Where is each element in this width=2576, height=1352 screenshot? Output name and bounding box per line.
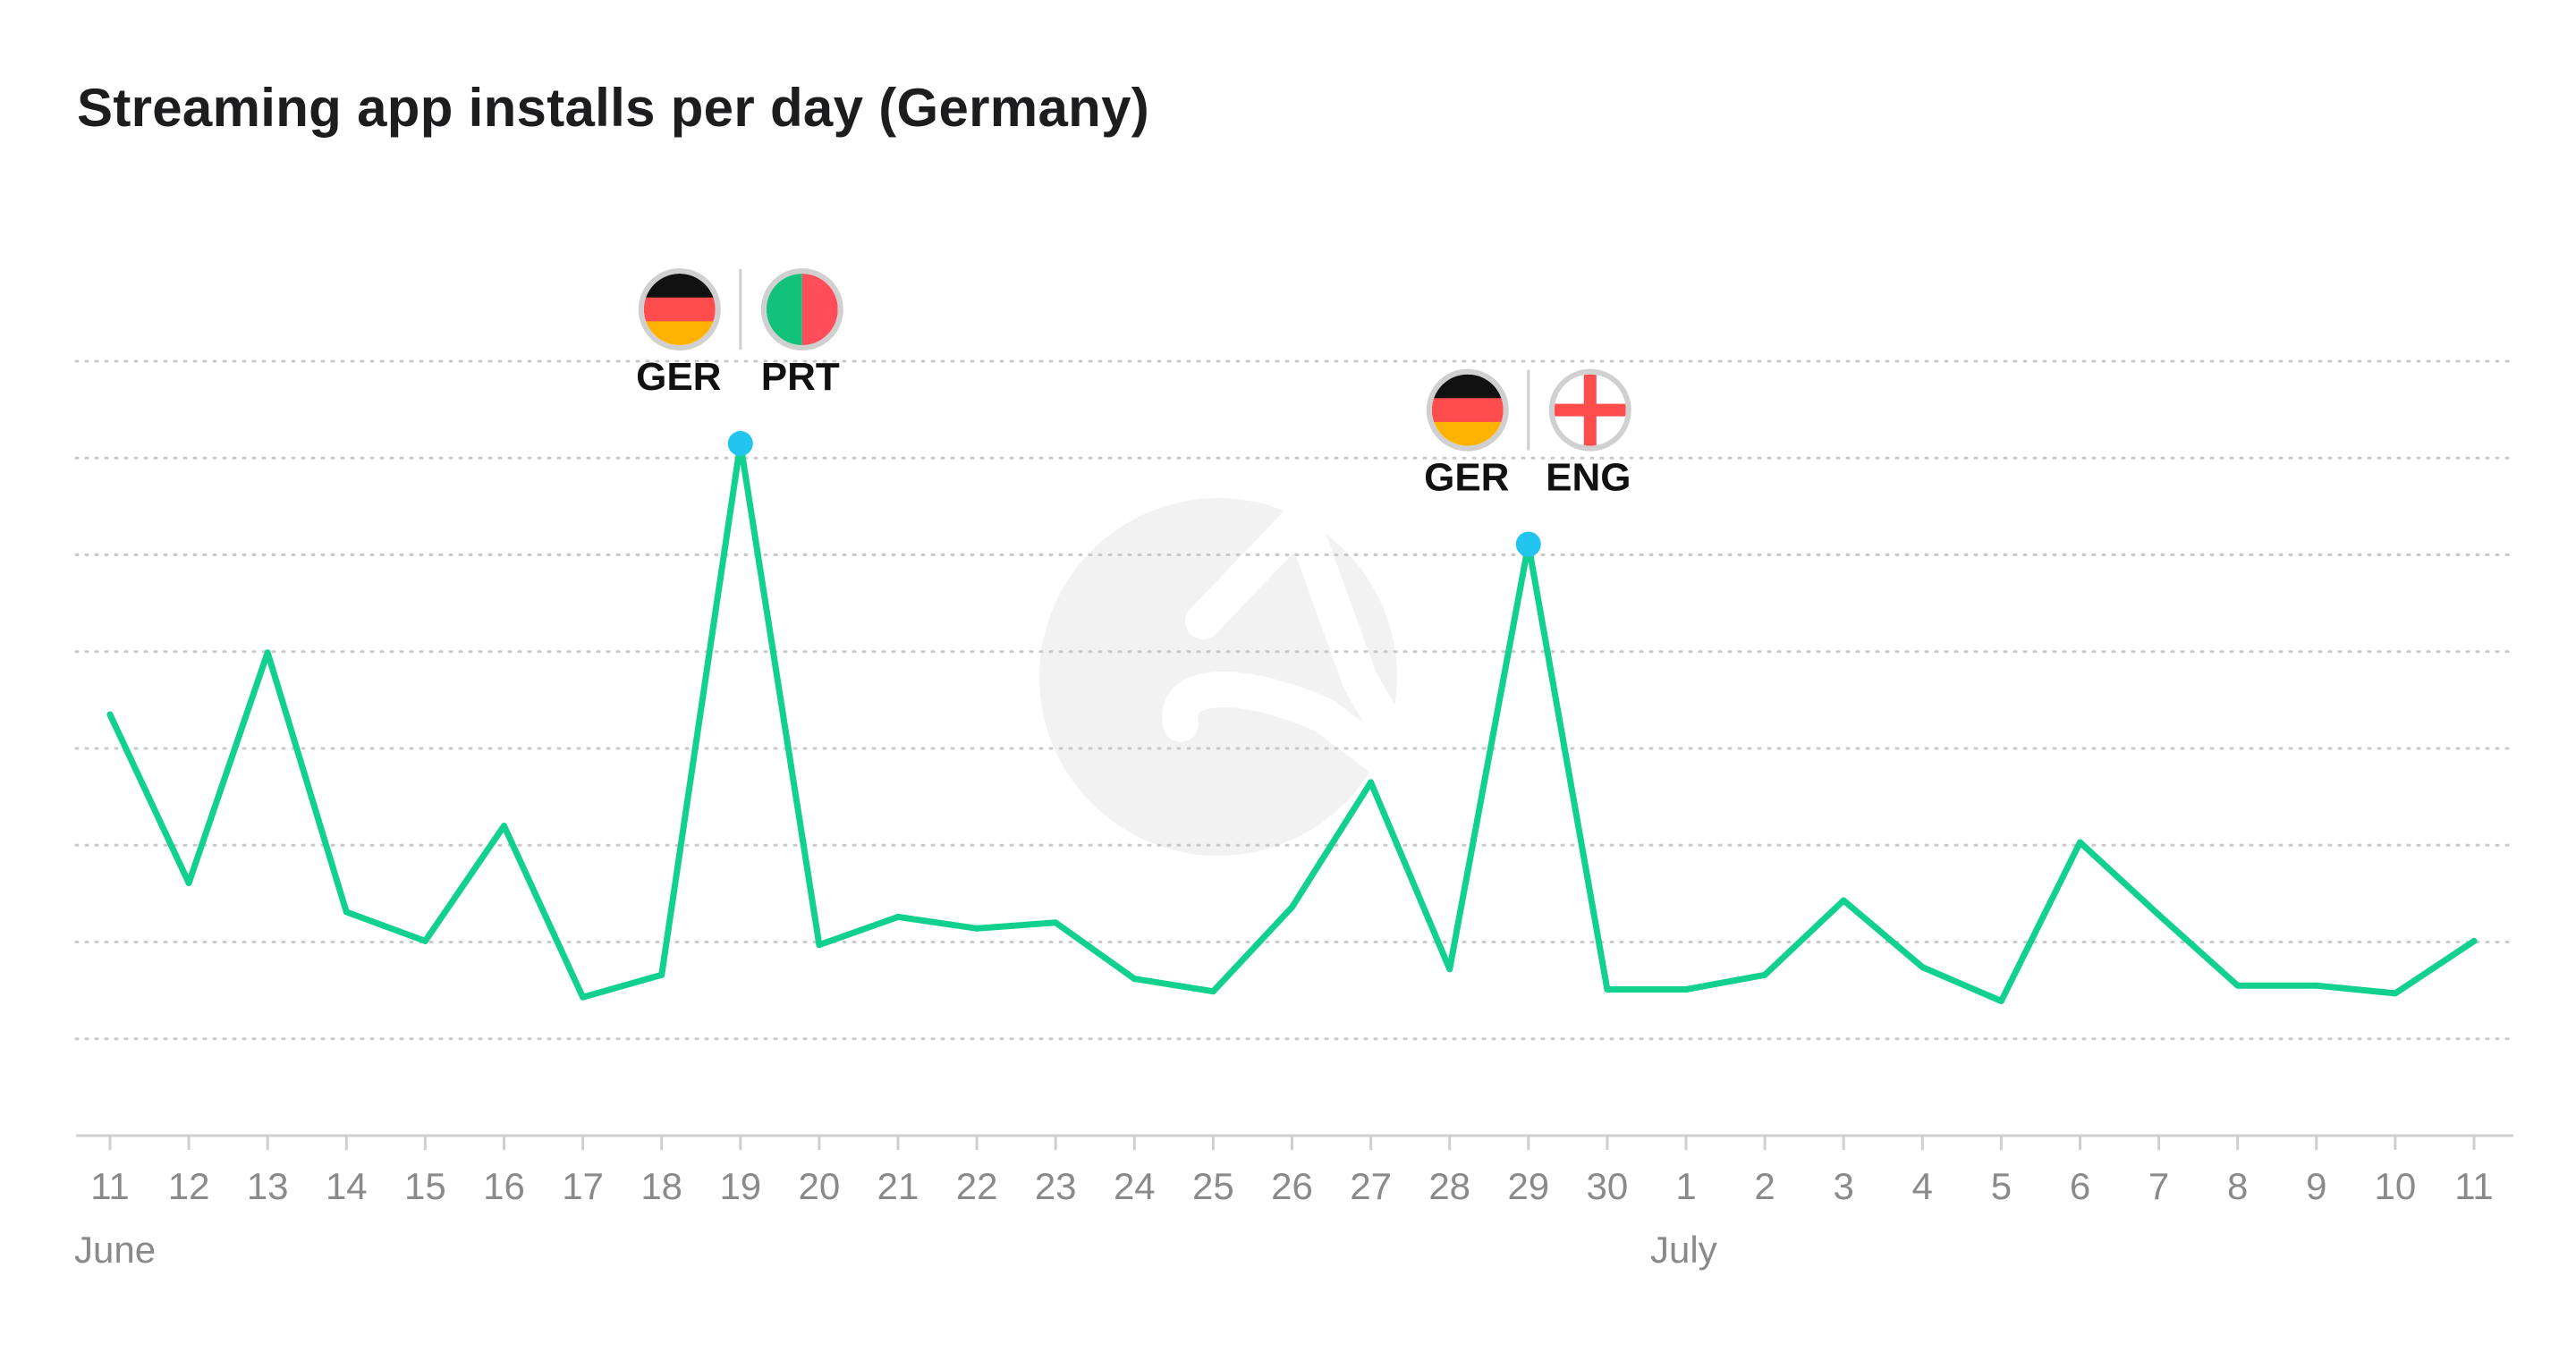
x-tick-label: 16 [483,1165,525,1207]
x-tick-label: 26 [1271,1165,1313,1207]
x-tick-label: 5 [1991,1165,2012,1207]
data-point [1052,919,1059,926]
data-point [421,937,428,944]
x-tick-label: 29 [1507,1165,1549,1207]
data-point [1209,988,1216,995]
data-point [1840,897,1847,904]
data-point [343,908,350,916]
month-label: July [1650,1229,1717,1271]
x-tick-label: 24 [1114,1165,1156,1207]
x-tick-label: 23 [1035,1165,1077,1207]
x-tick-label: 28 [1428,1165,1470,1207]
data-point [1761,971,1768,978]
x-tick-label: 11 [2454,1165,2494,1207]
data-point [2470,937,2478,944]
data-point [580,993,587,1001]
portugal-flag [760,268,843,351]
team-label: GER [1424,456,1509,500]
match-annotation: GER PRT [636,268,843,457]
brand-watermark-logo [1039,498,1449,856]
watermark-glyph [1162,501,1449,823]
x-tick-label: 6 [2070,1165,2090,1207]
series-line-layer [106,440,2478,1005]
x-tick-label: 30 [1587,1165,1629,1207]
data-point [1997,998,2004,1005]
x-tick-label: 4 [1912,1165,1933,1207]
x-tick-label: 25 [1192,1165,1234,1207]
x-tick-label: 19 [719,1165,761,1207]
x-axis: 11 12 13 14 15 16 17 18 19 20 21 22 23 24 25 26 27 28 29 30… [74,1134,2513,1271]
germany-flag [1426,368,1509,452]
x-tick-label: 27 [1350,1165,1392,1207]
x-tick-label: 20 [799,1165,841,1207]
england-flag [1548,368,1631,452]
peak-marker [1515,531,1541,557]
gridlines [74,359,2515,1041]
x-tick-label: 17 [562,1165,604,1207]
data-point [2392,990,2399,997]
x-tick-label: 8 [2227,1165,2248,1207]
data-point [1131,976,1138,983]
x-tick-label: 11 [90,1165,130,1207]
x-tick-label: 3 [1834,1165,1854,1207]
data-point [264,649,271,656]
x-tick-label: 1 [1675,1165,1696,1207]
data-point [1446,966,1453,973]
x-tick-label: 21 [877,1165,919,1207]
data-point [106,711,114,718]
data-point [2313,982,2320,989]
x-tick-label: 22 [956,1165,998,1207]
team-label: PRT [761,355,840,399]
x-tick-label: 18 [640,1165,682,1207]
data-point [2234,982,2241,989]
team-label: GER [636,355,721,399]
x-tick-label: 14 [326,1165,368,1207]
x-tick-label: 13 [247,1165,289,1207]
peak-marker [727,431,753,457]
chart-title: Streaming app installs per day (Germany) [77,78,1150,138]
x-tick-label: 7 [2148,1165,2169,1207]
team-label: ENG [1546,456,1631,500]
data-point [1604,986,1611,993]
data-point [1682,986,1690,993]
match-annotation: GER ENG [1424,368,1631,557]
data-point [1368,779,1375,786]
match-annotations: GER PRT GER ENG [636,268,1631,557]
data-point [2156,911,2163,918]
x-tick-label: 10 [2375,1165,2417,1207]
month-label: June [74,1229,156,1271]
data-point [2077,839,2083,846]
x-tick-label: 12 [168,1165,210,1207]
data-point [1919,964,1926,971]
data-point [816,942,823,949]
x-tick-label: 9 [2306,1165,2326,1207]
data-point [1289,904,1295,911]
data-point [501,823,507,830]
x-tick-label: 15 [404,1165,446,1207]
germany-flag [638,268,721,351]
x-tick-label: 2 [1754,1165,1775,1207]
data-point [894,913,902,920]
data-point [973,925,980,932]
data-point [658,971,665,978]
data-point [185,879,192,886]
